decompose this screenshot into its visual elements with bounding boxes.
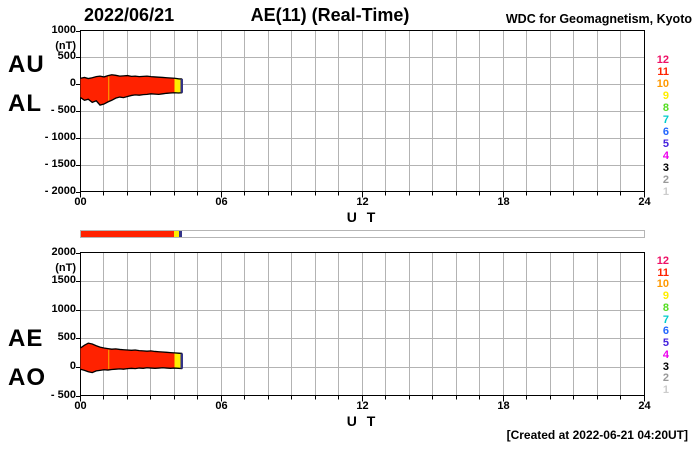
x-tick-label: 18 (497, 196, 510, 208)
station-count-7: 7 (662, 313, 669, 326)
x-tick-label: 06 (215, 196, 228, 208)
station-count-7: 7 (662, 114, 669, 126)
station-count-8: 8 (662, 301, 669, 314)
station-count-12: 12 (656, 255, 669, 267)
availability-bar-segment (179, 231, 183, 237)
availability-bar-segment (173, 231, 180, 237)
x-tick-label: 24 (638, 196, 651, 208)
au-axis-label: AU (8, 51, 45, 78)
ae-axis-label: AE (8, 325, 44, 352)
created-timestamp: [Created at 2022-06-21 04:20UT] (506, 428, 688, 442)
station-count-9: 9 (662, 90, 669, 102)
date-label: 2022/06/21 (84, 5, 175, 25)
y-tick-label: - 500 (50, 104, 76, 116)
station-count-1: 1 (662, 384, 669, 397)
page-title: AE(11) (Real-Time) (250, 5, 410, 25)
station-count-2: 2 (662, 372, 669, 385)
y-tick-label: - 2000 (44, 184, 76, 197)
y-tick-label: - 1000 (44, 130, 76, 143)
station-count-10: 10 (656, 278, 669, 291)
x-tick-label: 00 (74, 400, 87, 412)
y-tick-label: 1500 (51, 274, 76, 287)
x-tick-label: 06 (215, 400, 228, 412)
y-tick-label: 2000 (51, 245, 76, 258)
station-count-5: 5 (662, 138, 669, 150)
y-tick-label: 0 (69, 77, 76, 90)
y-tick-label: 0 (69, 359, 76, 372)
station-count-2: 2 (662, 174, 669, 186)
station-count-12: 12 (656, 54, 669, 66)
y-tick-label: - 1500 (44, 157, 76, 170)
unit-label-top: (nT) (55, 40, 76, 52)
station-count-10: 10 (656, 78, 669, 90)
ut-axis-label-top: U T (346, 209, 379, 225)
station-count-3: 3 (662, 162, 669, 174)
station-count-11: 11 (657, 66, 669, 78)
ut-axis-label-bottom: U T (346, 413, 379, 429)
x-tick-label: 12 (356, 196, 369, 208)
x-tick-label: 12 (356, 400, 369, 412)
station-count-4: 4 (662, 150, 669, 162)
station-count-6: 6 (662, 126, 669, 138)
al-axis-label: AL (8, 90, 42, 117)
station-count-11: 11 (657, 266, 669, 279)
station-count-3: 3 (662, 360, 669, 373)
ao-axis-label: AO (8, 364, 46, 391)
x-tick-label: 18 (497, 400, 510, 412)
x-tick-label: 24 (638, 400, 651, 412)
station-count-1: 1 (662, 186, 669, 198)
ae-ao-chart (76, 252, 645, 402)
station-count-6: 6 (662, 325, 669, 338)
unit-label-bottom: (nT) (55, 262, 76, 274)
station-count-9: 9 (662, 290, 669, 303)
station-count-8: 8 (662, 102, 669, 114)
source-label: WDC for Geomagnetism, Kyoto (505, 12, 692, 26)
y-tick-label: 500 (57, 331, 76, 344)
availability-bar (80, 230, 645, 238)
y-tick-label: 1000 (51, 302, 76, 315)
au-al-chart (76, 30, 645, 198)
station-count-4: 4 (662, 348, 669, 361)
station-count-5: 5 (662, 337, 669, 350)
x-tick-label: 00 (74, 196, 87, 208)
y-tick-label: 1000 (51, 23, 76, 36)
y-tick-label: - 500 (50, 388, 76, 401)
availability-bar-segment (81, 231, 174, 237)
y-tick-label: 500 (57, 50, 76, 63)
